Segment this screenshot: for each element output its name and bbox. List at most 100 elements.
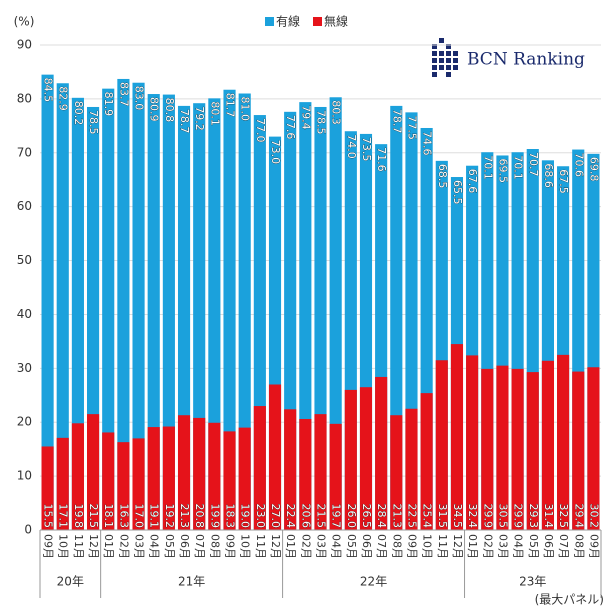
x-tick-label: 07月 — [557, 534, 570, 559]
bar — [526, 372, 539, 530]
bar — [56, 83, 69, 530]
value-label: 69.8 — [587, 157, 600, 182]
bar — [238, 427, 251, 530]
value-label: 21.5 — [87, 504, 100, 529]
year-label: 20年 — [57, 575, 84, 589]
value-label: 80.1 — [208, 101, 221, 126]
value-label: 21.5 — [315, 504, 328, 529]
value-label: 19.7 — [330, 504, 343, 529]
value-label: 80.3 — [330, 100, 343, 125]
bar — [435, 360, 448, 530]
bar — [587, 367, 600, 530]
value-label: 31.5 — [436, 504, 449, 529]
value-label: 78.7 — [178, 109, 191, 133]
x-tick-label: 05月 — [163, 534, 176, 559]
bar — [41, 74, 54, 530]
footnote: (最大パネル) — [535, 593, 604, 607]
value-label: 19.1 — [148, 504, 161, 529]
bar — [466, 355, 479, 530]
y-tick-label: 10 — [17, 469, 32, 483]
value-label: 74.6 — [421, 131, 434, 156]
y-tick-label: 50 — [17, 253, 32, 267]
x-tick-label: 05月 — [345, 534, 358, 559]
bar — [208, 422, 221, 530]
x-tick-label: 01月 — [466, 534, 479, 559]
value-label: 83.0 — [133, 86, 146, 111]
bar — [147, 427, 160, 530]
bar — [557, 354, 570, 530]
x-tick-label: 09月 — [587, 534, 600, 559]
x-tick-label: 11月 — [436, 534, 449, 559]
bar — [405, 408, 418, 530]
value-label: 25.4 — [421, 504, 434, 529]
value-label: 81.0 — [239, 97, 252, 122]
value-label: 29.3 — [527, 504, 540, 529]
bar — [223, 431, 236, 530]
value-label: 27.0 — [269, 504, 282, 529]
value-label: 19.9 — [208, 504, 221, 529]
bar — [268, 384, 282, 530]
x-tick-label: 09月 — [224, 534, 237, 559]
x-tick-label: 06月 — [542, 534, 555, 559]
logo: BCN Ranking — [432, 38, 585, 77]
value-label: 19.2 — [163, 504, 176, 529]
x-tick-label: 08月 — [572, 534, 585, 559]
x-tick-label: 04月 — [148, 534, 161, 559]
y-tick-label: 60 — [17, 199, 32, 213]
year-label: 21年 — [178, 575, 205, 589]
bar — [71, 97, 84, 531]
value-label: 71.6 — [375, 147, 388, 172]
y-axis-label: (%) — [14, 15, 35, 29]
bar — [117, 78, 130, 530]
x-tick-label: 10月 — [421, 534, 434, 559]
bar — [572, 371, 585, 530]
x-tick-label: 07月 — [375, 534, 388, 559]
y-tick-label: 90 — [17, 38, 32, 52]
x-tick-label: 09月 — [405, 534, 418, 559]
bar — [102, 432, 115, 530]
value-label: 32.4 — [466, 504, 479, 529]
bar — [390, 415, 403, 530]
value-label: 81.9 — [102, 92, 115, 117]
x-tick-label: 03月 — [133, 534, 146, 559]
value-label: 17.1 — [57, 504, 70, 529]
x-tick-label: 11月 — [254, 534, 267, 559]
x-tick-label: 06月 — [178, 534, 191, 559]
bar — [56, 437, 69, 530]
value-label: 19.8 — [72, 504, 85, 529]
bar — [162, 426, 175, 530]
x-tick-label: 08月 — [208, 534, 221, 559]
legend-swatch — [265, 17, 274, 26]
bar — [496, 365, 509, 530]
value-label: 68.5 — [436, 164, 449, 189]
value-label: 21.3 — [178, 504, 191, 529]
value-label: 84.5 — [42, 78, 55, 103]
value-label: 20.8 — [193, 504, 206, 529]
value-label: 29.9 — [481, 504, 494, 529]
value-label: 70.7 — [527, 152, 540, 177]
value-label: 83.7 — [117, 82, 130, 107]
legend-swatch — [313, 17, 322, 26]
x-tick-label: 03月 — [315, 534, 328, 559]
value-label: 80.9 — [148, 97, 161, 122]
value-label: 73.0 — [269, 140, 282, 165]
value-label: 20.6 — [299, 504, 312, 529]
value-label: 78.5 — [87, 110, 100, 135]
x-tick-label: 07月 — [193, 534, 206, 559]
x-tick-label: 08月 — [390, 534, 403, 559]
x-tick-label: 06月 — [360, 534, 373, 559]
y-tick-label: 40 — [17, 307, 32, 321]
x-tick-label: 12月 — [87, 534, 100, 559]
bar — [193, 417, 206, 530]
value-label: 15.5 — [42, 504, 55, 529]
value-label: 78.7 — [390, 109, 403, 133]
value-label: 77.0 — [254, 118, 267, 143]
bar — [329, 97, 342, 531]
y-tick-label: 70 — [17, 145, 32, 159]
x-tick-label: 04月 — [330, 534, 343, 559]
value-label: 68.6 — [542, 163, 555, 188]
value-label: 78.5 — [315, 110, 328, 135]
value-label: 81.7 — [224, 93, 237, 118]
x-tick-label: 03月 — [496, 534, 509, 559]
